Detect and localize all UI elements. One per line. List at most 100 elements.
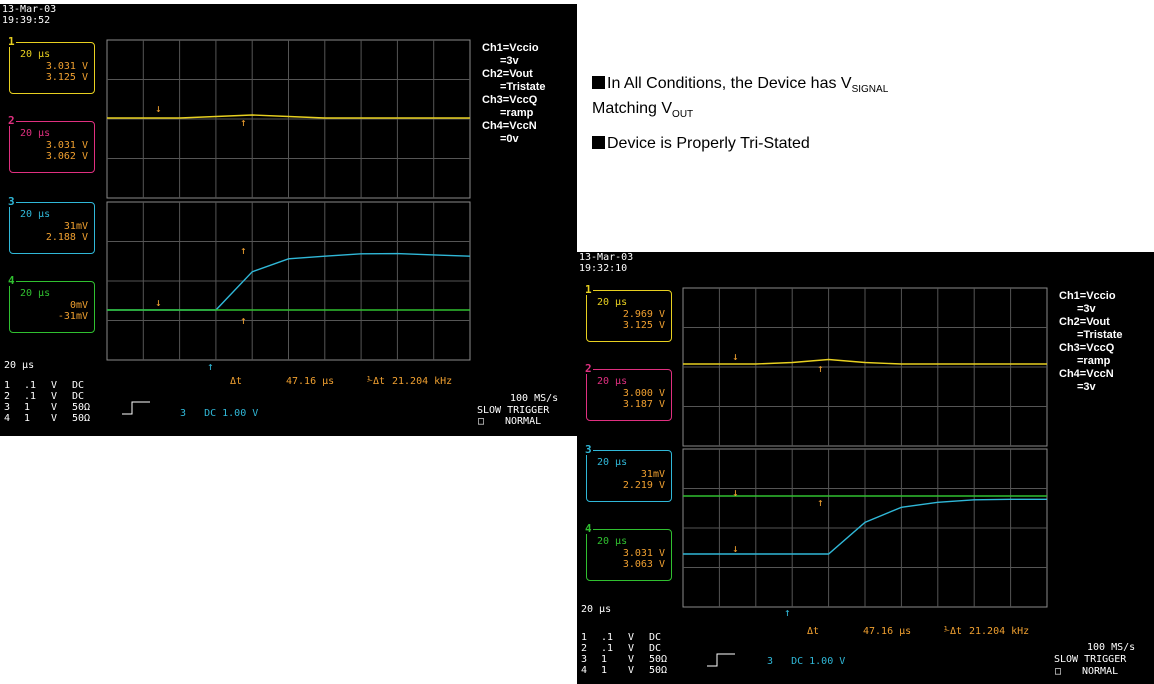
- scope-time: 19:39:52: [2, 15, 51, 26]
- channel-number: 4: [584, 522, 593, 535]
- setting-channel: 2: [581, 643, 588, 654]
- subscript: OUT: [672, 109, 694, 121]
- trigger-edge-icon: [707, 653, 735, 667]
- channel-value-1: 0mV: [69, 300, 88, 311]
- sample-rate: 100 MS/s: [510, 393, 559, 404]
- cursor-marker: ↓: [155, 102, 162, 115]
- channel-label: Ch4=VccN: [1059, 368, 1114, 380]
- checkbox-icon: □: [478, 416, 485, 427]
- channel-value-2: 3.063 V: [622, 559, 665, 570]
- bullet-item: In All Conditions, the Device has VSIGNA…: [592, 74, 1132, 124]
- frequency-value: 21.204 kHz: [969, 626, 1030, 637]
- trace-ch1: [107, 114, 470, 119]
- channel-box-3: 3 20 μs 31mV 2.219 V: [584, 444, 672, 502]
- square-bullet-icon: [592, 136, 605, 150]
- channel-number: 3: [584, 443, 593, 456]
- bullet-text: In All Conditions, the Device has V: [607, 75, 852, 92]
- channel-value-2: 2.188 V: [45, 232, 88, 243]
- setting-coupling: DC: [649, 643, 662, 654]
- channel-label: =0v: [500, 133, 519, 145]
- setting-unit: V: [51, 391, 58, 402]
- trigger-state: NORMAL: [505, 416, 542, 427]
- oscilloscope-screen: 13-Mar-03 19:32:10 1 20 μs 2.969 V 3.125…: [577, 252, 1154, 684]
- scope-date: 13-Mar-03: [2, 4, 57, 15]
- delta-t-label: Δt: [230, 376, 243, 387]
- channel-box-1: 1 20 μs 2.969 V 3.125 V: [584, 284, 672, 342]
- channel-label: Ch1=Vccio: [1059, 290, 1116, 302]
- frequency-value: 21.204 kHz: [392, 376, 453, 387]
- channel-value-2: 3.187 V: [622, 399, 665, 410]
- cursor-marker: ↑: [240, 314, 247, 327]
- channel-timebase: 20 μs: [20, 209, 51, 220]
- setting-unit: V: [628, 654, 635, 665]
- channel-timebase: 20 μs: [20, 288, 51, 299]
- setting-unit: V: [51, 402, 58, 413]
- channel-label: Ch1=Vccio: [482, 42, 539, 54]
- setting-scale: 1: [24, 402, 31, 413]
- cursor-marker: ↑: [817, 362, 824, 375]
- channel-label: =3v: [1077, 381, 1096, 393]
- setting-coupling: 50Ω: [649, 665, 668, 676]
- channel-label: =3v: [1077, 303, 1096, 315]
- channel-value-2: -31mV: [57, 311, 88, 322]
- square-bullet-icon: [592, 76, 605, 89]
- setting-coupling: DC: [649, 632, 662, 643]
- setting-scale: 1: [24, 413, 31, 424]
- channel-number: 4: [7, 274, 16, 287]
- channel-timebase: 20 μs: [597, 457, 628, 468]
- channel-value-2: 2.219 V: [622, 480, 665, 491]
- timebase-readout: 20 μs: [4, 360, 35, 371]
- setting-unit: V: [628, 643, 635, 654]
- checkbox-icon: □: [1055, 666, 1062, 677]
- trigger-mode: SLOW TRIGGER: [477, 405, 550, 416]
- timebase-readout: 20 μs: [581, 604, 612, 615]
- setting-coupling: DC: [72, 391, 85, 402]
- sample-rate: 100 MS/s: [1087, 642, 1136, 653]
- setting-scale: .1: [24, 380, 37, 391]
- channel-value-1: 3.031 V: [622, 548, 665, 559]
- trigger-setting: 3 DC 1.00 V: [180, 408, 259, 419]
- frequency-icon: ⅟Δt: [944, 626, 963, 637]
- channel-number: 2: [7, 114, 16, 127]
- channel-timebase: 20 μs: [20, 49, 51, 60]
- channel-box-4: 4 20 μs 3.031 V 3.063 V: [584, 523, 672, 581]
- channel-label: =ramp: [500, 107, 534, 119]
- channel-value-2: 3.062 V: [45, 151, 88, 162]
- bullet-item: Device is Properly Tri-Stated: [592, 134, 1132, 153]
- channel-value-2: 3.125 V: [622, 320, 665, 331]
- channel-value-2: 3.125 V: [45, 72, 88, 83]
- channel-timebase: 20 μs: [597, 536, 628, 547]
- oscilloscope-screen: 13-Mar-03 19:39:52 1 20 μs 3.031 V 3.125…: [0, 4, 577, 436]
- channel-label: Ch3=VccQ: [482, 94, 538, 106]
- bullet-list: In All Conditions, the Device has VSIGNA…: [592, 74, 1132, 163]
- channel-label: Ch2=Vout: [1059, 316, 1110, 328]
- channel-label: =Tristate: [500, 81, 546, 93]
- waveform-plot: ↓ ↑ ↓ ↑ ↑ ↑: [106, 39, 471, 373]
- waveform-plot: ↓ ↑ ↓ ↑ ↓ ↑: [682, 287, 1048, 619]
- cursor-marker: ↑: [817, 496, 824, 509]
- frequency-icon: ⅟Δt: [367, 376, 386, 387]
- setting-unit: V: [51, 413, 58, 424]
- trace-ch1: [683, 358, 1047, 365]
- setting-unit: V: [628, 665, 635, 676]
- channel-label: =ramp: [1077, 355, 1111, 367]
- setting-channel: 3: [581, 654, 588, 665]
- channel-value-1: 3.031 V: [45, 140, 88, 151]
- cursor-marker: ↓: [155, 296, 162, 309]
- channel-label: Ch2=Vout: [482, 68, 533, 80]
- cursor-marker: ↑: [784, 606, 791, 619]
- trace-ch3: [683, 498, 1047, 555]
- subscript: SIGNAL: [851, 84, 889, 96]
- setting-channel: 4: [4, 413, 11, 424]
- bullet-text: Device is Properly Tri-Stated: [607, 135, 810, 153]
- channel-number: 1: [584, 283, 593, 296]
- setting-unit: V: [51, 380, 58, 391]
- channel-label: =Tristate: [1077, 329, 1123, 341]
- setting-scale: .1: [24, 391, 37, 402]
- trigger-state: NORMAL: [1082, 666, 1119, 677]
- cursor-marker: ↑: [207, 360, 214, 373]
- channel-box-2: 2 20 μs 3.000 V 3.187 V: [584, 363, 672, 421]
- channel-value-1: 3.000 V: [622, 388, 665, 399]
- channel-timebase: 20 μs: [597, 297, 628, 308]
- delta-t-label: Δt: [807, 626, 820, 637]
